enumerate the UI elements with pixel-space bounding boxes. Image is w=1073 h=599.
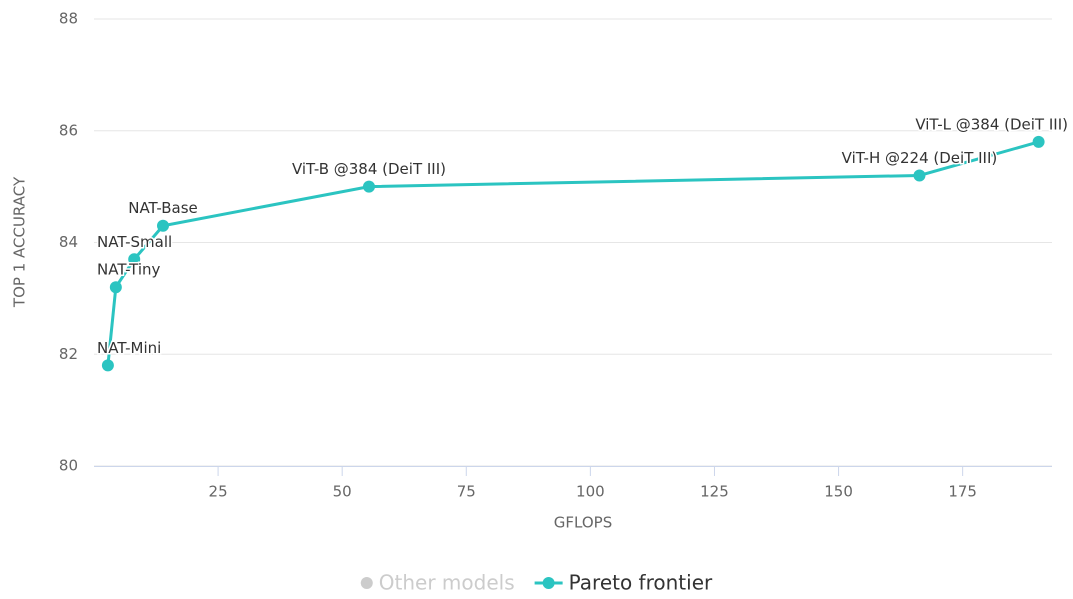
data-label: ViT-L @384 (DeiT III) (915, 115, 1068, 133)
y-tick-label: 88 (59, 10, 78, 28)
y-tick-label: 80 (59, 457, 78, 475)
data-label: NAT-Small (97, 233, 172, 251)
x-tick-label: 175 (948, 483, 977, 501)
y-tick-label: 82 (59, 345, 78, 363)
legend-label: Other models (379, 571, 515, 595)
data-label: NAT-Mini (97, 339, 161, 357)
data-label: NAT-Base (128, 199, 198, 217)
point (156, 219, 169, 232)
x-tick-label: 100 (576, 483, 605, 501)
y-tick-label: 84 (59, 233, 78, 251)
series-line (106, 140, 1040, 366)
legend: Other models Pareto frontier (360, 571, 713, 595)
legend-label: Pareto frontier (569, 571, 713, 595)
point (913, 169, 926, 182)
y-axis-label: TOP 1 ACCURACY (11, 176, 29, 308)
point (362, 180, 375, 193)
legend-symbol (360, 577, 373, 589)
y-tick-label: 86 (59, 121, 78, 139)
x-tick-label: 150 (824, 483, 853, 501)
point (109, 281, 122, 294)
x-tick-label: 125 (700, 483, 729, 501)
point (128, 253, 141, 266)
x-axis-label: GFLOPS (554, 514, 612, 532)
point (1032, 135, 1045, 148)
legend-item[interactable]: Pareto frontier (534, 571, 713, 595)
data-label: ViT-H @224 (DeiT III) (842, 149, 998, 167)
legend-item[interactable]: Other models (360, 571, 515, 595)
data-label: ViT-B @384 (DeiT III) (292, 160, 446, 178)
x-tick-label: 50 (333, 483, 352, 501)
point (101, 359, 114, 372)
data-label: NAT-Tiny (97, 261, 161, 279)
x-tick-label: 75 (457, 483, 476, 501)
legend-symbol (542, 577, 555, 589)
x-tick-label: 25 (209, 483, 228, 501)
